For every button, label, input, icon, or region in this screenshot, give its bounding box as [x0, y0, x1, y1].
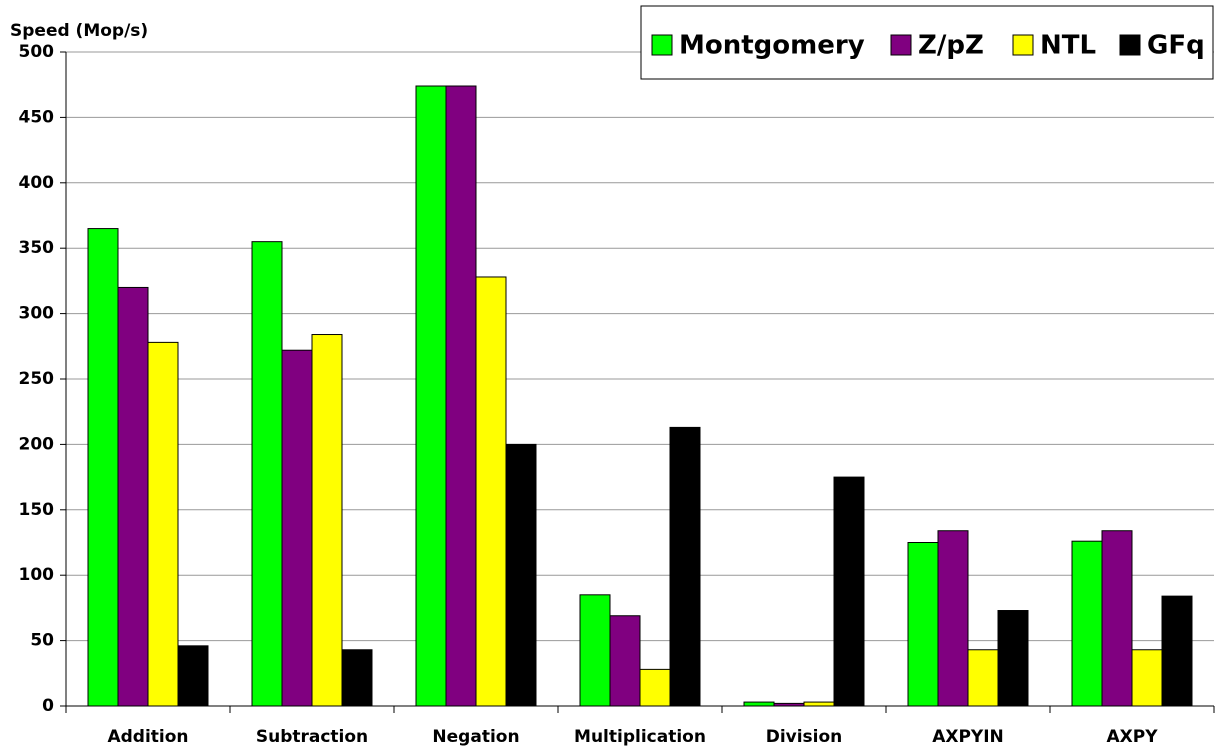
- bar: [579, 594, 611, 707]
- bar: [1071, 540, 1103, 707]
- y-tick-label: 400: [19, 173, 55, 193]
- bar: [445, 85, 477, 707]
- bar: [967, 649, 999, 707]
- x-tick-label: Division: [766, 727, 843, 747]
- y-axis-label: Speed (Mop/s): [10, 21, 148, 41]
- y-tick-label: 50: [30, 631, 54, 651]
- legend-label: Montgomery: [679, 31, 865, 61]
- y-tick-label: 500: [19, 42, 55, 62]
- x-tick-label: AXPYIN: [932, 727, 1004, 747]
- legend-swatch: [890, 34, 912, 56]
- x-tick-label: Multiplication: [574, 727, 706, 747]
- bar: [669, 426, 701, 707]
- y-tick-label: 0: [42, 696, 54, 716]
- x-tick-label: Subtraction: [256, 727, 368, 747]
- legend-box: [640, 5, 1214, 80]
- bar: [609, 615, 641, 707]
- bar: [341, 649, 373, 707]
- bar: [937, 530, 969, 707]
- bar: [997, 610, 1029, 707]
- x-tick-label: AXPY: [1106, 727, 1158, 747]
- y-tick-label: 350: [19, 238, 55, 258]
- bar: [251, 241, 283, 707]
- bar: [833, 476, 865, 707]
- bar: [1131, 649, 1163, 707]
- bar: [147, 341, 179, 707]
- y-tick-label: 250: [19, 369, 55, 389]
- bar: [1101, 530, 1133, 707]
- bar: [743, 701, 775, 707]
- legend-label: GFq: [1147, 31, 1205, 61]
- bar: [1161, 595, 1193, 707]
- legend-label: Z/pZ: [918, 31, 984, 61]
- legend-swatch: [1012, 34, 1034, 56]
- bar: [505, 443, 537, 707]
- y-tick-label: 150: [19, 500, 55, 520]
- bar: [639, 668, 671, 707]
- x-tick-label: Negation: [432, 727, 519, 747]
- x-tick-label: Addition: [107, 727, 188, 747]
- y-tick-label: 300: [19, 304, 55, 324]
- y-tick-label: 450: [19, 107, 55, 127]
- legend-label: NTL: [1040, 31, 1096, 61]
- bar: [311, 334, 343, 707]
- bar: [177, 645, 209, 707]
- bar: [117, 286, 149, 707]
- legend-swatch: [651, 34, 673, 56]
- bar: [803, 701, 835, 707]
- y-tick-label: 100: [19, 565, 55, 585]
- y-tick-label: 200: [19, 434, 55, 454]
- bar: [281, 349, 313, 707]
- bar: [87, 228, 119, 707]
- bar: [415, 85, 447, 707]
- legend-swatch: [1119, 34, 1141, 56]
- bar: [907, 542, 939, 707]
- bar: [475, 276, 507, 707]
